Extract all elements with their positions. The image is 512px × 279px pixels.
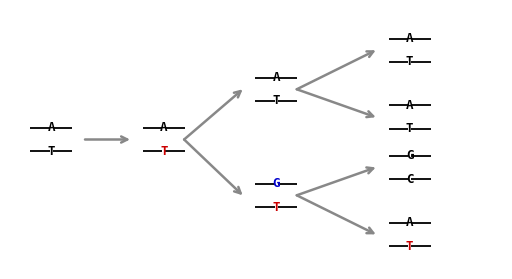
Text: A: A (160, 121, 167, 134)
Text: T: T (406, 240, 413, 252)
Text: C: C (406, 173, 413, 186)
Text: T: T (160, 145, 167, 158)
Text: A: A (406, 216, 413, 229)
Text: A: A (273, 71, 280, 84)
Text: T: T (48, 145, 55, 158)
Text: A: A (48, 121, 55, 134)
Text: T: T (273, 201, 280, 213)
Text: G: G (273, 177, 280, 190)
Text: T: T (406, 122, 413, 135)
Text: G: G (406, 149, 413, 162)
Text: A: A (406, 32, 413, 45)
Text: T: T (273, 95, 280, 107)
Text: T: T (406, 56, 413, 68)
Text: A: A (406, 99, 413, 112)
